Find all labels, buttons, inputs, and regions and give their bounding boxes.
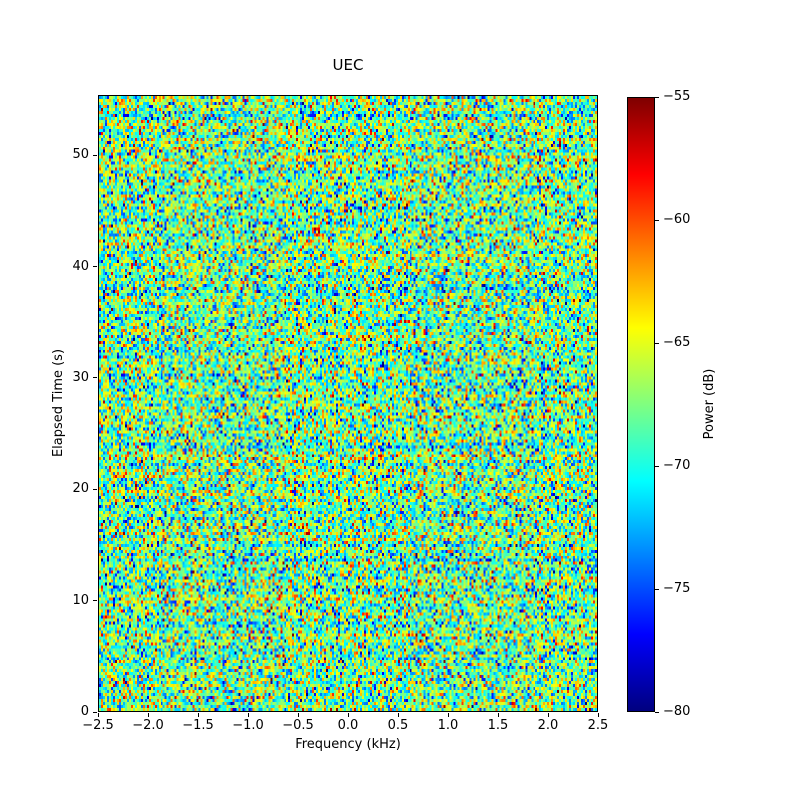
x-tick-mark — [297, 713, 299, 717]
colorbar-tick-mark — [655, 711, 659, 713]
x-tick-label: −2.0 — [132, 718, 164, 733]
colorbar-tick-label: −65 — [663, 335, 691, 350]
x-tick-mark — [347, 713, 349, 717]
colorbar-tick-mark — [655, 465, 659, 467]
plot-title: UEC — [332, 56, 364, 74]
colorbar-tick-label: −70 — [663, 458, 691, 473]
y-tick-mark — [93, 600, 97, 602]
y-tick-label: 40 — [72, 258, 89, 274]
y-tick-label: 20 — [72, 481, 89, 497]
colorbar-tick-label: −60 — [663, 212, 691, 227]
colorbar-tick-label: −55 — [663, 89, 691, 104]
colorbar-tick-label: −80 — [663, 704, 691, 719]
x-tick-mark — [397, 713, 399, 717]
colorbar-tick-mark — [655, 588, 659, 590]
x-tick-label: −0.5 — [282, 718, 314, 733]
x-tick-label: 1.0 — [437, 718, 459, 733]
x-tick-label: 1.5 — [487, 718, 509, 733]
y-tick-label: 10 — [72, 592, 89, 608]
y-tick-label: 0 — [80, 704, 89, 719]
x-tick-mark — [147, 713, 149, 717]
colorbar-tick-mark — [655, 96, 659, 98]
x-axis-label: Frequency (kHz) — [295, 737, 401, 752]
x-tick-label: 2.0 — [537, 718, 559, 733]
colorbar-tick-mark — [655, 342, 659, 344]
y-tick-mark — [93, 154, 97, 156]
colorbar-tick-label: −75 — [663, 581, 691, 596]
x-tick-mark — [447, 713, 449, 717]
x-tick-label: −2.5 — [82, 718, 114, 733]
x-tick-mark — [597, 713, 599, 717]
y-tick-label: 50 — [72, 147, 89, 163]
y-tick-mark — [93, 377, 97, 379]
y-axis-label: Elapsed Time (s) — [51, 348, 66, 458]
x-tick-label: −1.5 — [182, 718, 214, 733]
x-tick-label: −1.0 — [232, 718, 264, 733]
x-tick-mark — [497, 713, 499, 717]
x-tick-label: 0.0 — [337, 718, 359, 733]
plot-area — [98, 95, 598, 712]
y-tick-mark — [93, 488, 97, 490]
y-tick-label: 30 — [72, 369, 89, 385]
colorbar-tick-mark — [655, 219, 659, 221]
x-tick-label: 0.5 — [387, 718, 409, 733]
y-tick-mark — [93, 711, 97, 713]
colorbar — [627, 97, 655, 712]
x-tick-mark — [247, 713, 249, 717]
x-tick-mark — [197, 713, 199, 717]
x-tick-label: 2.5 — [587, 718, 609, 733]
y-tick-mark — [93, 266, 97, 267]
spectrogram-canvas — [99, 96, 597, 711]
colorbar-label: Power (dB) — [702, 368, 717, 440]
x-tick-mark — [97, 713, 99, 717]
x-tick-mark — [547, 713, 549, 717]
